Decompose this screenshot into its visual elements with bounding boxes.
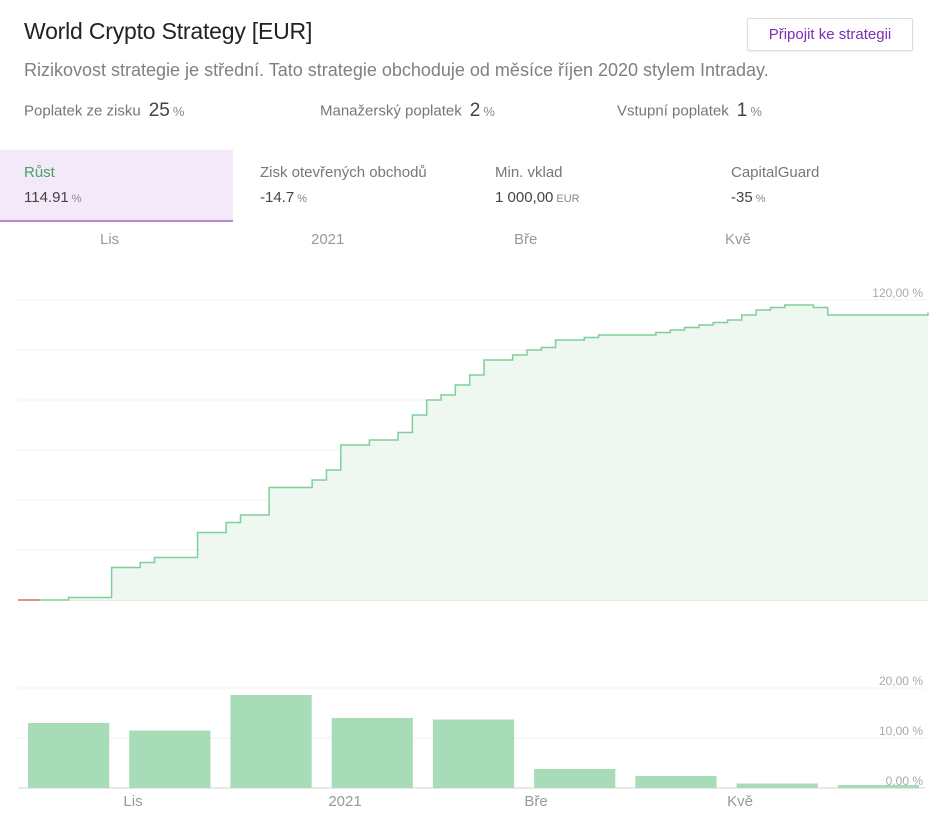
month-label-top: Bře <box>514 231 538 248</box>
month-label-top: 2021 <box>311 231 345 248</box>
fee-entry: Vstupní poplatek 1% <box>617 100 762 122</box>
fee-profit: Poplatek ze zisku 25% <box>24 100 184 122</box>
tab-min-deposit[interactable]: Min. vklad 1 000,00 EUR <box>471 150 704 222</box>
fee-unit: % <box>172 103 185 119</box>
y-tick-label: 120,00 % <box>872 286 923 300</box>
fee-label: Manažerský poplatek <box>320 102 462 120</box>
bar[interactable] <box>837 785 919 788</box>
x-tick-label: Lis <box>123 793 142 810</box>
bar[interactable] <box>28 723 110 788</box>
growth-line <box>18 304 929 601</box>
fee-value: 1 <box>736 100 748 121</box>
stat-unit: % <box>297 193 307 205</box>
stat-label: Min. vklad <box>495 164 563 181</box>
tab-growth[interactable]: Růst 114.91% <box>0 150 233 222</box>
bar[interactable] <box>230 695 312 788</box>
tab-capitalguard[interactable]: CapitalGuard -35% <box>707 150 936 222</box>
fee-value: 25 <box>148 100 170 121</box>
stat-unit: EUR <box>556 193 580 205</box>
bar[interactable] <box>432 719 515 789</box>
header: World Crypto Strategy [EUR] Rizikovost s… <box>24 18 916 80</box>
stat-unit: % <box>755 193 766 205</box>
fee-unit: % <box>750 103 762 119</box>
tab-open-trades-profit[interactable]: Zisk otevřených obchodů -14.7% <box>236 150 469 222</box>
fee-management: Manažerský poplatek 2% <box>320 100 495 122</box>
fee-label: Poplatek ze zisku <box>24 102 141 120</box>
area-fill <box>18 305 928 600</box>
stat-label: CapitalGuard <box>731 164 820 181</box>
y-tick-label: 10,00 % <box>879 724 923 738</box>
stats-tabs: Růst 114.91% Zisk otevřených obchodů -14… <box>0 150 936 223</box>
stat-value: 1 000,00 <box>495 189 554 206</box>
bar[interactable] <box>129 730 211 789</box>
fee-unit: % <box>483 103 495 119</box>
month-label-top: Kvě <box>725 231 751 248</box>
stat-label: Růst <box>24 164 55 181</box>
x-tick-label: Bře <box>524 793 547 810</box>
month-label-top: Lis <box>100 231 120 248</box>
bar[interactable] <box>331 718 413 788</box>
stat-unit: % <box>71 193 82 205</box>
fees-row: Poplatek ze zisku 25% Manažerský poplatek… <box>24 100 924 130</box>
x-tick-label: Kvě <box>727 793 753 810</box>
stat-value: -14.7 <box>260 189 295 206</box>
stat-label: Zisk otevřených obchodů <box>260 164 427 181</box>
x-tick-label: 2021 <box>328 793 361 810</box>
y-tick-label: 0,00 % <box>886 774 924 788</box>
bar[interactable] <box>635 776 717 788</box>
fee-label: Vstupní poplatek <box>617 102 729 120</box>
join-strategy-button[interactable]: Připojit ke strategii <box>747 18 913 51</box>
monthly-bar-chart[interactable]: 0,00 % 10,00 % 20,00 % Lis 2021 Bře Kvě <box>0 670 936 816</box>
stat-value: -35 <box>731 189 753 206</box>
page-subtitle: Rizikovost strategie je střední. Tato st… <box>24 60 769 80</box>
bar[interactable] <box>534 769 616 788</box>
y-tick-label: 20,00 % <box>879 674 923 688</box>
stat-value: 114.91 <box>24 189 69 206</box>
bar[interactable] <box>736 783 818 789</box>
page-title: World Crypto Strategy [EUR] <box>24 18 313 44</box>
growth-area-chart[interactable]: 0,00 %20,00 %40,00 %60,00 %80,00 %100,00… <box>0 250 936 620</box>
fee-value: 2 <box>469 100 481 121</box>
